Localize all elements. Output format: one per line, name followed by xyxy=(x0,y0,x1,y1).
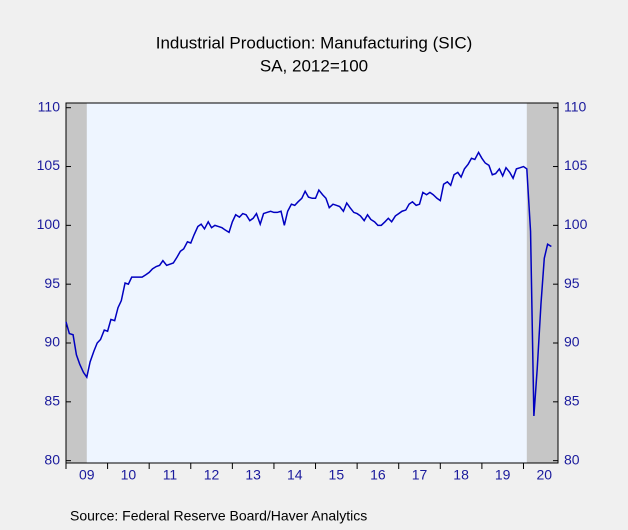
plot-area xyxy=(66,103,558,463)
source-note: Source: Federal Reserve Board/Haver Anal… xyxy=(70,508,367,524)
data-line xyxy=(65,150,552,416)
y2-tick-label: 110 xyxy=(564,98,587,114)
x-tick-label: 13 xyxy=(245,467,261,483)
plot-frame xyxy=(65,102,559,464)
x-tick-label: 12 xyxy=(204,467,220,483)
recession-band xyxy=(66,103,87,463)
y-tick-label: 80 xyxy=(44,451,60,467)
y-tick-label: 105 xyxy=(37,157,61,173)
y-tick-label: 90 xyxy=(44,334,60,350)
x-tick-label: 18 xyxy=(453,467,469,483)
x-tick-label: 17 xyxy=(412,467,428,483)
x-tick-label: 14 xyxy=(287,467,303,483)
x-tick-label: 09 xyxy=(79,467,95,483)
y-tick-label: 110 xyxy=(38,98,61,114)
y-tick-label: 100 xyxy=(37,216,61,232)
y2-tick-label: 80 xyxy=(564,451,580,467)
y2-tick-label: 95 xyxy=(564,275,580,291)
x-tick-label: 20 xyxy=(536,467,552,483)
chart-subtitle: SA, 2012=100 xyxy=(260,56,368,75)
y-tick-label: 85 xyxy=(44,393,60,409)
x-tick-label: 11 xyxy=(163,467,178,483)
x-tick-label: 15 xyxy=(329,467,345,483)
x-tick-label: 16 xyxy=(370,467,386,483)
y2-tick-label: 100 xyxy=(564,216,588,232)
chart-title: Industrial Production: Manufacturing (SI… xyxy=(156,33,473,52)
y-tick-label: 95 xyxy=(44,275,60,291)
x-tick-label: 19 xyxy=(495,467,511,483)
x-tick-label: 10 xyxy=(121,467,137,483)
y2-tick-label: 105 xyxy=(564,157,588,173)
y2-tick-label: 85 xyxy=(564,393,580,409)
y2-tick-label: 90 xyxy=(564,334,580,350)
